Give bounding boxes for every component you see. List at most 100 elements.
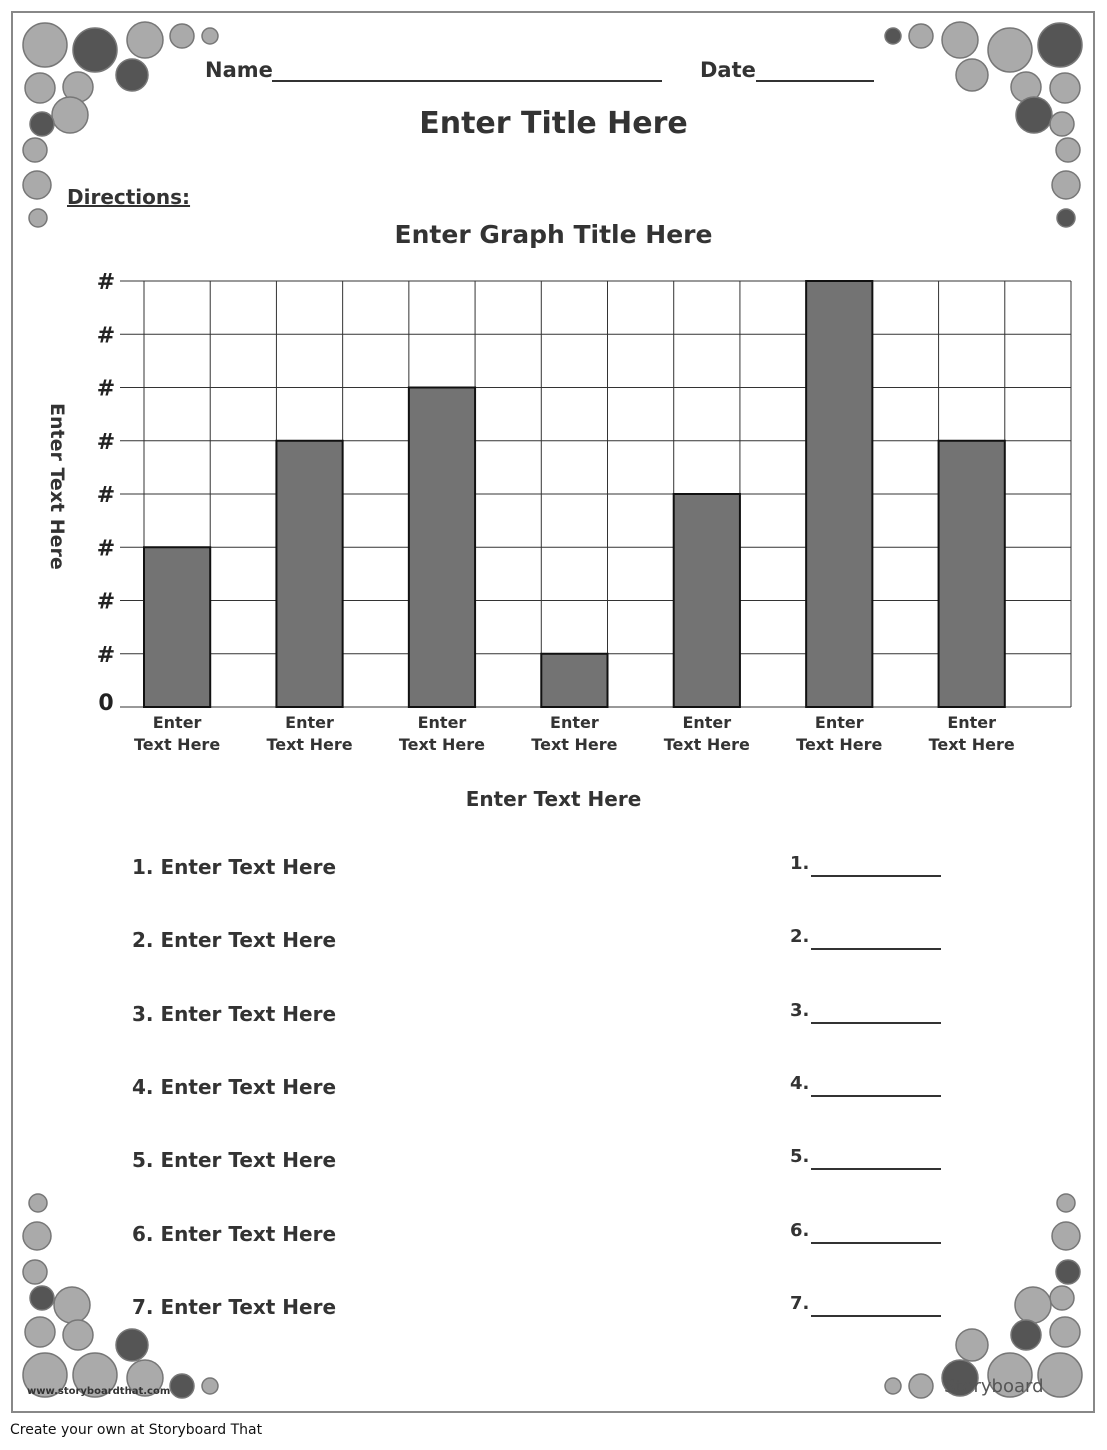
question-text: 2. Enter Text Here [132,928,337,953]
bar [275,439,344,708]
emoji-decoration [1049,72,1081,104]
emoji-decoration [169,23,195,49]
question-text: 1. Enter Text Here [132,855,337,879]
answer-line [811,1241,941,1244]
emoji-decoration [1051,1221,1081,1251]
emoji-decoration [1055,137,1081,163]
emoji-decoration [29,111,55,137]
y-tick-label: 0 [98,691,113,716]
name-label: Name [205,58,273,82]
answer-line [811,875,941,877]
emoji-decoration [22,170,52,200]
page-border [11,11,1095,1413]
date-line [756,80,874,82]
x-tick-label: Enter Text Here [663,713,750,754]
answer-line [811,948,941,951]
emoji-decoration [955,58,989,92]
emoji-decoration [201,27,219,45]
directions-label: Directions: [67,185,191,209]
emoji-decoration [987,27,1033,73]
emoji-decoration [115,58,149,92]
answer-line [811,1314,941,1317]
y-tick-label: # [97,483,115,508]
emoji-decoration [22,22,68,68]
y-tick-label: # [97,270,115,295]
emoji-decoration [941,1359,979,1397]
bar [407,386,477,708]
emoji-decoration [1010,1319,1042,1351]
emoji-decoration [1049,1316,1081,1348]
x-tick-label: Enter Text Here [266,713,353,754]
answer-number: 5. [790,1146,810,1168]
emoji-decoration [1056,208,1076,228]
emoji-decoration [24,72,56,104]
emoji-decoration [1037,1352,1083,1398]
question-text: 6. Enter Text Here [132,1221,337,1246]
emoji-decoration [22,1352,68,1398]
emoji-decoration [1049,1285,1075,1311]
emoji-decoration [1051,170,1081,200]
y-tick-label: # [97,323,115,348]
answer-number: 2. [790,926,810,948]
x-tick-label: Enter Text Here [134,713,221,754]
emoji-decoration [22,137,48,163]
y-tick-label: # [97,377,115,402]
emoji-decoration [908,23,934,49]
emoji-decoration [884,27,902,45]
y-tick-label: # [97,590,115,615]
emoji-decoration [62,1319,94,1351]
answer-number: 3. [790,999,810,1021]
emoji-decoration [51,96,89,134]
date-label: Date [700,58,756,82]
emoji-decoration [22,1259,48,1285]
emoji-decoration [1015,96,1053,134]
emoji-decoration [126,1359,164,1397]
y-axis-label: Enter Text Here [46,403,68,570]
bar [540,652,609,708]
credit: Create your own at Storyboard That [10,1422,263,1438]
emoji-decoration [1014,1286,1052,1324]
worksheet-title: Enter Title Here [419,106,688,141]
answer-line [811,1094,941,1097]
bar [937,439,1006,708]
emoji-decoration [201,1377,219,1395]
question-text: 7. Enter Text Here [132,1294,337,1319]
emoji-decoration [1055,1259,1081,1285]
emoji-decoration [126,21,164,59]
y-tick-label: # [97,536,115,561]
answer-line [811,1021,941,1024]
answer-line [811,1168,941,1171]
emoji-decoration [1056,1193,1076,1213]
website: www.storyboardthat.com [27,1386,171,1397]
emoji-decoration [72,1352,118,1398]
question-text: 5. Enter Text Here [132,1148,337,1173]
emoji-decoration [987,1352,1033,1398]
emoji-decoration [72,27,118,73]
emoji-decoration [115,1328,149,1362]
answer-number: 1. [790,853,810,874]
bar [672,493,741,708]
x-tick-label: Enter Text Here [796,713,883,754]
x-tick-label: Enter Text Here [398,713,486,754]
graph-title: Enter Graph Title Here [394,220,713,249]
answer-number: 4. [790,1072,810,1094]
y-tick-label: # [97,643,115,668]
emoji-decoration [908,1373,934,1399]
emoji-decoration [1049,111,1075,137]
name-line [272,80,662,82]
x-axis-label: Enter Text Here [465,787,642,811]
emoji-decoration [941,21,979,59]
emoji-decoration [24,1316,56,1348]
emoji-decoration [884,1377,902,1395]
emoji-decoration [28,1193,48,1213]
answer-number: 6. [790,1219,810,1241]
emoji-decoration [28,208,48,228]
bar [805,280,874,708]
logo: Storyboard [944,1376,1044,1397]
emoji-decoration [169,1373,195,1399]
x-tick-label: Enter Text Here [928,713,1015,754]
y-tick-label: # [97,430,115,455]
emoji-decoration [53,1286,91,1324]
